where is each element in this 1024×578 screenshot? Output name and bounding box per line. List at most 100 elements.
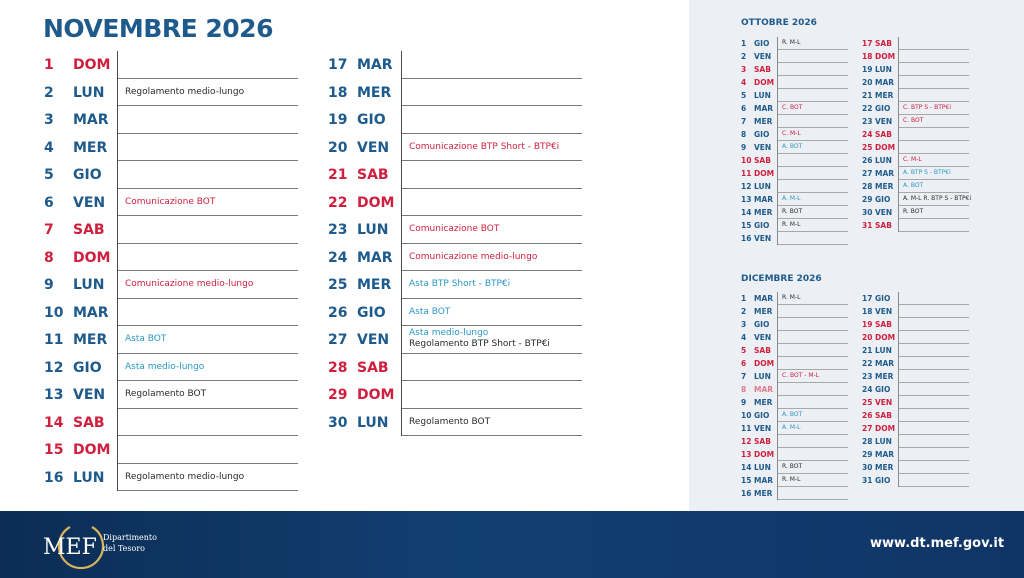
mini-day-name: MER (875, 182, 894, 191)
mini-row: 23 MER (862, 370, 969, 383)
mini-day-name: DOM (875, 143, 896, 152)
event-label: Comunicazione BOT (409, 224, 500, 234)
mini-day-number: 9 (741, 143, 747, 152)
mini-event: R. BOT (903, 208, 924, 215)
mini-row: 6 MAR C. BOT (741, 102, 848, 115)
day-number: 15 (44, 442, 64, 458)
mini-day-number: 11 (741, 169, 752, 178)
logo-subtitle: Dipartimento del Tesoro (103, 532, 157, 554)
mini-event: A. BOT (782, 411, 803, 418)
mini-day-number: 22 (862, 104, 873, 113)
mini-row: 29 MAR (862, 448, 969, 461)
mini-row: 23 VEN C. BOT (862, 115, 969, 128)
calendar-row: 26 GIO Asta BOT (328, 299, 582, 326)
november-column-2: 17 MAR 18 MER 19 GIO 20 VEN Comunicazione BTP Sh… (328, 51, 582, 436)
mini-row: 25 DOM (862, 141, 969, 154)
day-number: 28 (328, 359, 348, 376)
day-name: SAB (357, 167, 389, 183)
mini-event: R. BOT (782, 463, 803, 470)
mini-day-name: DOM (754, 450, 775, 459)
day-name: GIO (357, 304, 386, 321)
mini-day-number: 23 (862, 117, 873, 126)
mini-day-name: GIO (754, 39, 770, 48)
calendar-row: 15 DOM (44, 436, 298, 464)
mini-event: A. M-L (782, 195, 801, 202)
mini-event: R. BOT (782, 208, 803, 215)
mini-row: 14 LUN R. BOT (741, 461, 848, 474)
mini-day-number: 21 (862, 91, 873, 100)
mini-row: 12 SAB (741, 435, 848, 448)
mini-day-name: DOM (875, 52, 896, 61)
mini-row: 26 LUN C. M-L (862, 154, 969, 167)
mini-day-name: VEN (754, 333, 772, 342)
mini-day-name: GIO (875, 385, 891, 394)
calendar-row: 29 DOM (328, 381, 582, 409)
event-label: Asta BTP Short - BTP€i (409, 279, 511, 289)
event-label: Asta BOT (125, 334, 167, 344)
mini-day-name: MER (754, 398, 773, 407)
mini-day-number: 4 (741, 333, 747, 342)
day-name: MER (357, 277, 392, 293)
mini-day-number: 8 (741, 130, 747, 139)
mini-day-name: GIO (754, 411, 770, 420)
mini-row: 3 SAB (741, 63, 848, 76)
mini-day-number: 16 (741, 234, 752, 243)
mini-row: 18 VEN (862, 305, 969, 318)
day-number: 26 (328, 304, 348, 321)
calendar-row: 7 SAB (44, 216, 298, 244)
mini-day-name: LUN (875, 437, 892, 446)
mini-day-number: 16 (741, 489, 752, 498)
mini-row: 7 MER (741, 115, 848, 128)
mini-day-name: DOM (754, 78, 775, 87)
day-name: MAR (73, 304, 109, 321)
mini-day-name: MAR (875, 359, 895, 368)
mini-day-number: 27 (862, 424, 873, 433)
mini-day-number: 29 (862, 195, 873, 204)
event-label: Regolamento BTP Short - BTP€i (409, 339, 550, 349)
day-name: SAB (73, 414, 105, 431)
mini-day-name: MAR (754, 104, 774, 113)
event-cell: Comunicazione BOT (125, 197, 215, 208)
calendar-row: 24 MAR Comunicazione medio-lungo (328, 244, 582, 271)
day-name: DOM (357, 194, 395, 211)
mini-row: 3 GIO (741, 318, 848, 331)
mini-row: 17 GIO (862, 292, 969, 305)
day-number: 10 (44, 304, 64, 321)
mini-event: C. BOT - M-L (782, 372, 820, 379)
mini-row: 31 SAB (862, 219, 969, 232)
mini-day-name: LUN (754, 182, 771, 191)
mini-row: 10 SAB (741, 154, 848, 167)
mini-row: 28 MER A. BOT (862, 180, 969, 193)
mini-day-name: GIO (875, 294, 891, 303)
calendar-row: 13 VEN Regolamento BOT (44, 381, 298, 409)
calendar-row: 25 MER Asta BTP Short - BTP€i (328, 271, 582, 299)
mef-logo: MEF (43, 526, 105, 569)
mini-row: 25 VEN (862, 396, 969, 409)
mini-event: A. BTP S - BTP€i (903, 169, 951, 176)
logo-arc (57, 526, 105, 569)
event-label: Asta BOT (409, 306, 451, 317)
day-number: 6 (44, 194, 54, 211)
calendar-row: 9 LUN Comunicazione medio-lungo (44, 271, 298, 299)
mini-day-name: MER (875, 463, 894, 472)
mini-day-number: 14 (741, 463, 752, 472)
october-column-1: 1 GIO R. M-L 2 VEN 3 SAB 4 DOM 5 LUN 6 MAR C. BOT 7 MER… (741, 37, 848, 245)
event-cell: Comunicazione medio-lungo (125, 279, 253, 290)
mini-event: C. M-L (903, 156, 922, 163)
mini-day-name: LUN (875, 156, 892, 165)
mini-day-name: MAR (754, 476, 774, 485)
october-title: OTTOBRE 2026 (741, 18, 817, 28)
mini-day-number: 25 (862, 143, 873, 152)
mini-row: 11 VEN A. M-L (741, 422, 848, 435)
mini-day-name: MER (754, 117, 773, 126)
december-column-1: 1 MAR R. M-L 2 MER 3 GIO 4 VEN 5 SAB 6 DOM 7 LUN C. BOT… (741, 292, 848, 500)
website-link[interactable]: www.dt.mef.gov.it (870, 536, 1005, 551)
event-cell: Regolamento BOT (125, 389, 206, 400)
mini-day-number: 29 (862, 450, 873, 459)
mini-day-name: SAB (875, 221, 892, 230)
mini-row: 30 VEN R. BOT (862, 206, 969, 219)
day-number: 2 (44, 84, 54, 101)
day-name: DOM (73, 249, 111, 266)
mini-day-number: 11 (741, 424, 752, 433)
logo-line-2: del Tesoro (103, 544, 145, 553)
